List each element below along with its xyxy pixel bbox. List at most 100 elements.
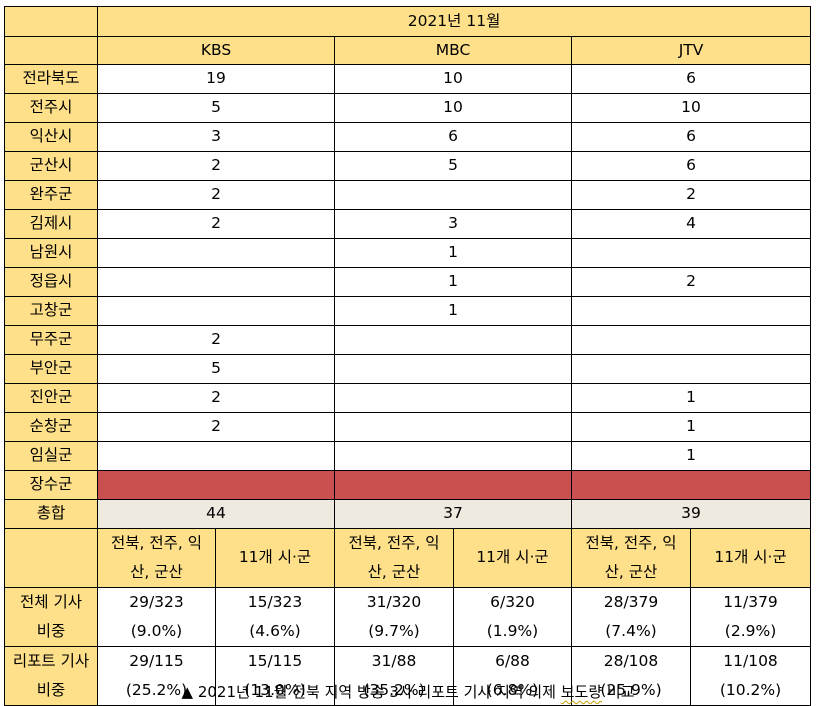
region-label: 완주군 [4,180,98,210]
value-cell-kbs: 5 [97,354,335,384]
table-title: 2021년 11월 [96,6,812,37]
value-cell-kbs [97,238,335,268]
share-percent: (35.2%) [363,681,425,699]
station-header-jtv: JTV [570,36,812,65]
share-percent: (1.9%) [486,622,539,640]
region-label: 김제시 [4,209,98,239]
share-cell: 31/88 (35.2%) [334,646,454,706]
no-report-cell-jtv [570,470,812,500]
value-cell-mbc [334,180,572,210]
share-percent: (13.0%) [244,681,306,699]
region-label: 전라북도 [4,64,98,94]
region-label: 부안군 [4,354,98,384]
caption-underlined-word: 보도량 [560,683,603,701]
table-row: 고창군 1 [4,296,812,326]
share-cell: 6/88 (6.8%) [453,646,572,706]
share-cell: 15/115 (13.0%) [215,646,335,706]
region-label: 진안군 [4,383,98,413]
share-count: 6/320 [490,593,535,611]
share-cell: 11/379 (2.9%) [689,587,812,647]
share-count: 31/320 [366,593,422,611]
share-count: 11/379 [723,593,778,611]
value-cell-kbs: 2 [97,412,335,442]
share-percent: (6.8%) [486,681,539,699]
station-header-kbs: KBS [97,36,335,65]
region-label: 군산시 [4,151,98,181]
share-cell: 29/323 (9.0%) [97,587,216,647]
value-cell-jtv: 1 [570,412,812,442]
table-row: 군산시 2 5 6 [4,151,812,181]
share-cell: 31/320 (9.7%) [334,587,454,647]
region-label: 장수군 [4,470,98,500]
value-cell-kbs [97,267,335,297]
value-cell-jtv: 2 [570,180,812,210]
table-row: 진안군 2 1 [4,383,812,413]
value-cell-mbc: 1 [334,296,572,326]
share-percent: (2.9%) [724,622,777,640]
group-header-four-cities: 전북, 전주, 익산, 군산 [97,528,216,588]
table-row: 순창군 2 1 [4,412,812,442]
table-row: 전라북도 19 10 6 [4,64,812,94]
corner-cell [4,6,98,37]
value-cell-kbs: 2 [97,151,335,181]
share-count: 11/108 [723,652,778,670]
share-row: 전체 기사 비중 29/323 (9.0%) 15/323 (4.6%) 31/320 (9… [4,587,812,647]
share-cell: 6/320 (1.9%) [453,587,572,647]
table-row: 완주군 2 2 [4,180,812,210]
region-label: 익산시 [4,122,98,152]
table-row: 무주군 2 [4,325,812,355]
group-header-eleven-counties: 11개 시·군 [453,528,572,588]
group-header-eleven-counties: 11개 시·군 [689,528,812,588]
value-cell-jtv: 10 [570,93,812,123]
share-percent: (10.2%) [719,681,782,699]
value-cell-mbc [334,383,572,413]
total-value-kbs: 44 [97,499,335,529]
value-cell-mbc [334,325,572,355]
share-cell: 28/379 (7.4%) [571,587,691,647]
report-comparison-table: 2021년 11월 KBS MBC JTV 전라북도 19 10 6 전주시 5 10 10 익… [4,6,812,706]
table-row: 남원시 1 [4,238,812,268]
share-row-label: 리포트 기사 비중 [4,646,98,706]
value-cell-mbc: 10 [334,64,572,94]
region-label: 전주시 [4,93,98,123]
share-percent: (25.2%) [125,681,188,699]
value-cell-mbc: 3 [334,209,572,239]
value-cell-jtv [570,238,812,268]
value-cell-jtv [570,354,812,384]
share-count: 28/108 [603,652,659,670]
group-header-eleven-counties: 11개 시·군 [215,528,335,588]
share-percent: (9.0%) [130,622,183,640]
value-cell-kbs: 2 [97,209,335,239]
value-cell-kbs: 2 [97,383,335,413]
total-label: 총합 [4,499,98,529]
title-row: 2021년 11월 [4,6,812,37]
region-label: 무주군 [4,325,98,355]
share-count: 15/115 [247,652,303,670]
no-report-cell-mbc [334,470,572,500]
value-cell-jtv: 1 [570,383,812,413]
value-cell-jtv: 1 [570,441,812,471]
value-cell-kbs: 5 [97,93,335,123]
value-cell-jtv [570,325,812,355]
group-header-four-cities: 전북, 전주, 익산, 군산 [571,528,691,588]
value-cell-jtv: 4 [570,209,812,239]
value-cell-kbs: 2 [97,325,335,355]
caption-text: 2021년 11월 전북 지역 방송 3사 리포트 기사 지역 의제 [197,683,556,701]
triangle-up-icon: ▲ [181,683,194,701]
value-cell-jtv [570,296,812,326]
corner-cell [4,528,98,588]
group-header-four-cities: 전북, 전주, 익산, 군산 [334,528,454,588]
total-value-jtv: 39 [570,499,812,529]
table-row: 김제시 2 3 4 [4,209,812,239]
total-value-mbc: 37 [334,499,572,529]
share-row-label: 전체 기사 비중 [4,587,98,647]
value-cell-jtv: 6 [570,122,812,152]
station-header-mbc: MBC [334,36,572,65]
table-row: 부안군 5 [4,354,812,384]
share-cell: 28/108 (25.9%) [571,646,691,706]
value-cell-jtv: 2 [570,267,812,297]
region-label: 순창군 [4,412,98,442]
value-cell-jtv: 6 [570,64,812,94]
share-count: 31/88 [371,652,417,670]
table-row: 임실군 1 [4,441,812,471]
